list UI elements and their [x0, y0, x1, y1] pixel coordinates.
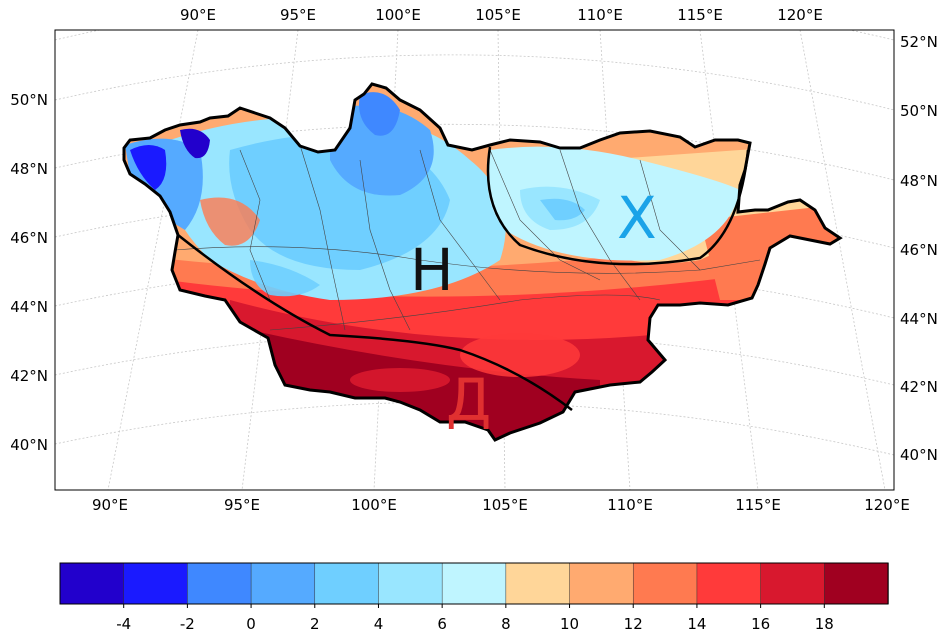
colorbar-swatch: [314, 562, 380, 605]
right-lat-label: 52°N: [900, 33, 938, 51]
bottom-lon-label: 120°E: [864, 496, 910, 514]
bottom-lon-label: 100°E: [351, 496, 397, 514]
colorbar-swatch: [569, 562, 634, 605]
top-lon-label: 90°E: [180, 6, 216, 24]
colorbar-swatch: [59, 562, 125, 605]
bottom-lon-label: 90°E: [92, 496, 128, 514]
colorbar-tick-label: 18: [815, 615, 834, 633]
right-lat-label: 42°N: [900, 378, 938, 396]
colorbar-tick-label: 0: [246, 615, 256, 633]
bottom-longitude-labels: 90°E 95°E 100°E 105°E 110°E 115°E 120°E: [92, 496, 910, 514]
left-lat-label: 46°N: [10, 229, 48, 247]
bottom-lon-label: 105°E: [482, 496, 528, 514]
colorbar-tick-label: 4: [374, 615, 384, 633]
right-lat-label: 50°N: [900, 102, 938, 120]
left-lat-label: 50°N: [10, 91, 48, 109]
colorbar-swatch: [696, 562, 762, 605]
colorbar-swatch: [632, 562, 698, 605]
right-latitude-labels: 52°N 50°N 48°N 46°N 44°N 42°N 40°N: [900, 33, 938, 464]
colorbar-swatch: [505, 562, 571, 605]
colorbar-swatch: [378, 562, 443, 605]
zone-label-h: H: [410, 236, 454, 304]
map-frame: [54, 29, 895, 491]
colorbar-tick-label: 12: [624, 615, 643, 633]
zone-label-d: Д: [446, 366, 491, 434]
colorbar-tick-label: 8: [501, 615, 511, 633]
colorbar-swatch: [187, 562, 252, 605]
top-lon-label: 120°E: [777, 6, 823, 24]
bottom-lon-label: 110°E: [607, 496, 653, 514]
colorbar-tick-label: -2: [180, 615, 195, 633]
colorbar-tick-label: -4: [116, 615, 131, 633]
colorbar-swatch: [250, 562, 316, 605]
left-lat-label: 44°N: [10, 298, 48, 316]
right-lat-label: 46°N: [900, 241, 938, 259]
colorbar-tick-label: 16: [751, 615, 770, 633]
left-lat-label: 48°N: [10, 160, 48, 178]
top-lon-label: 115°E: [677, 6, 723, 24]
bottom-lon-label: 95°E: [224, 496, 260, 514]
left-lat-label: 42°N: [10, 367, 48, 385]
province-boundaries: [174, 144, 761, 331]
colorbar-swatch: [123, 562, 189, 605]
left-lat-label: 40°N: [10, 436, 48, 454]
left-latitude-labels: 50°N 48°N 46°N 44°N 42°N 40°N: [10, 91, 48, 454]
colorbar-tick-label: 10: [560, 615, 579, 633]
colorbar: -4 -2 0 2 4 6 8 10 12 14 16 18: [59, 562, 889, 633]
top-lon-label: 95°E: [280, 6, 316, 24]
right-lat-label: 48°N: [900, 172, 938, 190]
right-lat-label: 40°N: [900, 446, 938, 464]
zone-boundaries: [177, 146, 750, 411]
colorbar-swatch: [760, 562, 826, 605]
colorbar-tick-label: 2: [310, 615, 320, 633]
colorbar-swatch: [441, 562, 507, 605]
colorbar-swatch: [824, 562, 889, 605]
top-lon-label: 100°E: [375, 6, 421, 24]
top-lon-label: 110°E: [577, 6, 623, 24]
colorbar-outline: [59, 562, 889, 605]
colorbar-tick-label: 6: [437, 615, 447, 633]
top-lon-label: 105°E: [475, 6, 521, 24]
top-longitude-labels: 90°E 95°E 100°E 105°E 110°E 115°E 120°E: [180, 6, 823, 24]
zone-label-x: X: [617, 184, 657, 252]
colorbar-tick-label: 14: [687, 615, 706, 633]
bottom-lon-label: 115°E: [735, 496, 781, 514]
right-lat-label: 44°N: [900, 310, 938, 328]
